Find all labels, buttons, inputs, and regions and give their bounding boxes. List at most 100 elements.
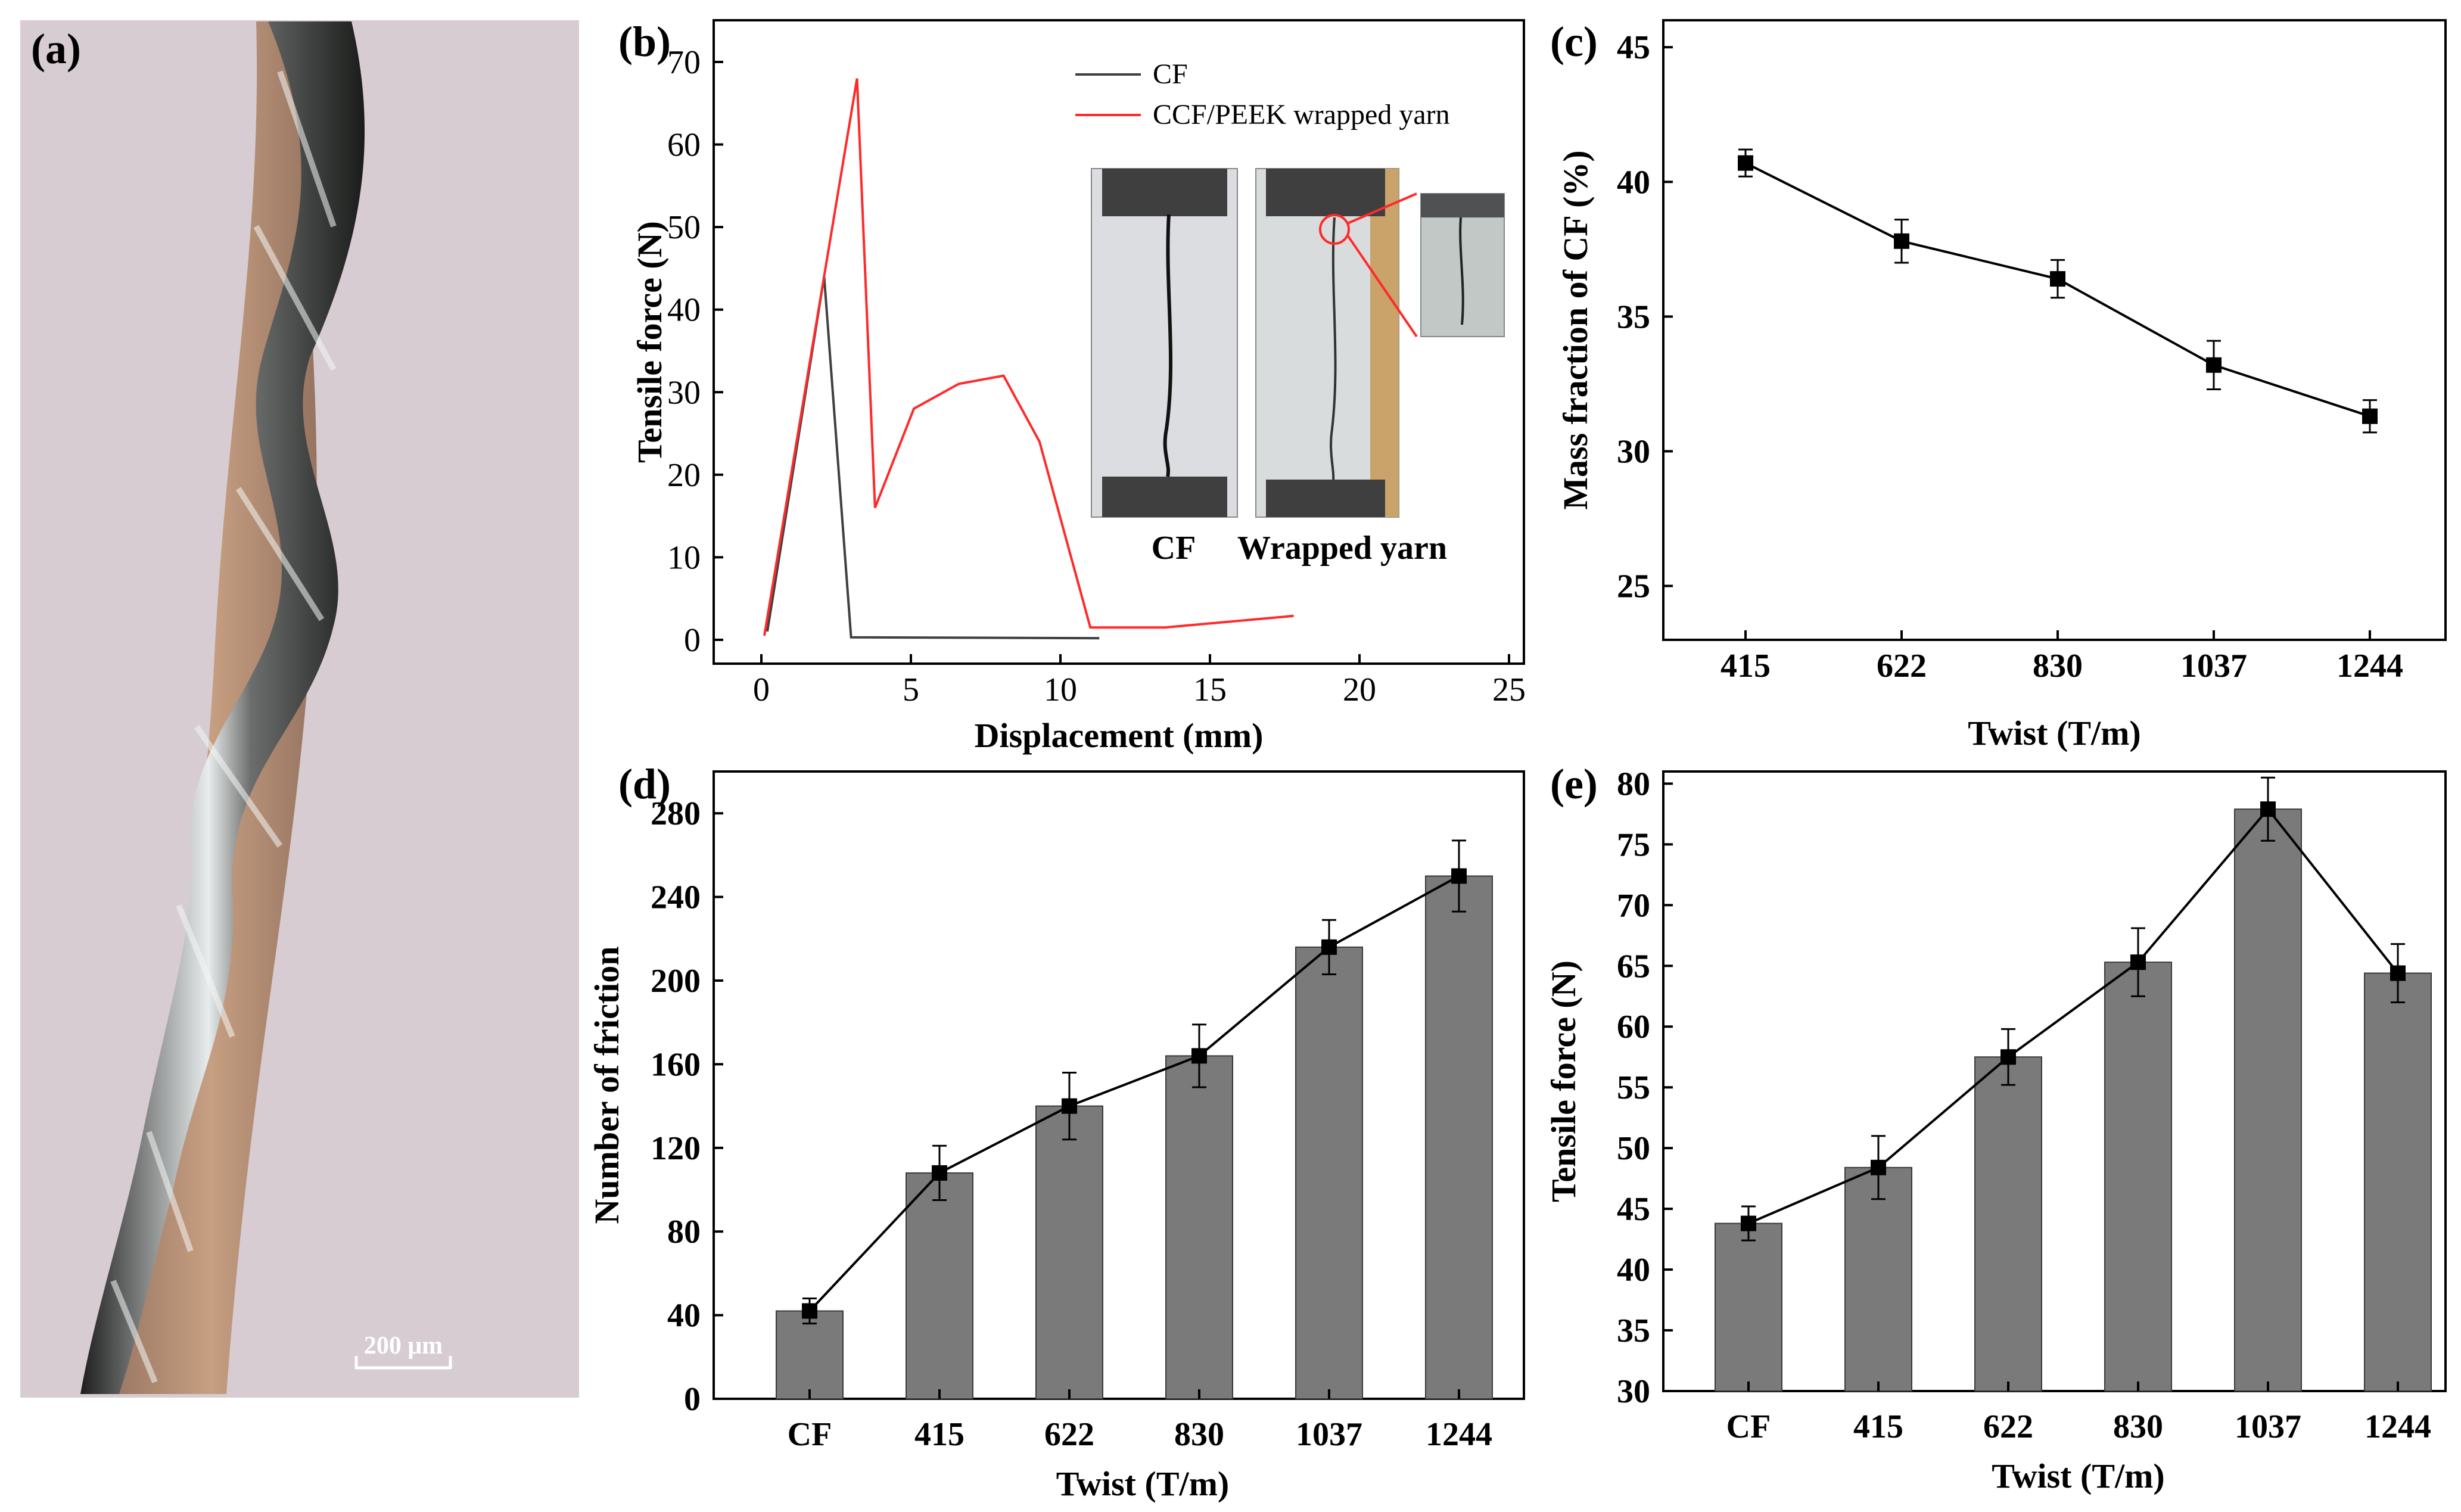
chart-b-ytick-label-7: 70 bbox=[667, 44, 701, 81]
chart-e-point-1 bbox=[1871, 1159, 1886, 1175]
chart-e-ytick-label-5: 55 bbox=[1617, 1069, 1650, 1106]
chart-b-xtick-label-1: 5 bbox=[903, 671, 919, 708]
legend-label-wrapped: CCF/PEEK wrapped yarn bbox=[1153, 99, 1450, 130]
chart-d-point-5 bbox=[1451, 868, 1467, 884]
chart-d: 0 40 80 120 160 200 240 280 CF 415 622 830 1037 1244 T… bbox=[587, 770, 1525, 1503]
inset-photo-cf-upper-grip bbox=[1102, 169, 1227, 216]
chart-c-ytick-label-1: 30 bbox=[1617, 433, 1650, 470]
chart-c-xtick-label-0: 415 bbox=[1720, 648, 1771, 685]
chart-c-xlabel: Twist (T/m) bbox=[1968, 714, 2141, 752]
inset-zoom-line-bottom bbox=[1346, 234, 1418, 338]
chart-b-xtick-label-5: 25 bbox=[1492, 671, 1526, 708]
chart-d-ytick-label-4: 160 bbox=[651, 1046, 701, 1083]
chart-e-ytick-label-3: 45 bbox=[1617, 1191, 1650, 1228]
inset-photo-wrapped-lower-grip bbox=[1266, 480, 1385, 517]
chart-c-xtick-label-1: 622 bbox=[1877, 648, 1927, 685]
chart-b-series-line-0 bbox=[766, 276, 1100, 640]
chart-d-ytick-label-5: 200 bbox=[651, 963, 701, 1000]
chart-b-ytick-label-2: 20 bbox=[667, 457, 701, 494]
chart-e-xtick-label-5: 1244 bbox=[2364, 1408, 2431, 1445]
chart-d-ytick-label-3: 120 bbox=[651, 1130, 701, 1167]
chart-c-ylabel: Mass fraction of CF (%) bbox=[1556, 150, 1595, 509]
chart-d-bar-3 bbox=[1165, 1055, 1233, 1399]
inset-photos: CF Wrapped yarn bbox=[1091, 168, 1505, 567]
chart-b-plot-frame bbox=[713, 19, 1525, 665]
panel-label-e: (e) bbox=[1550, 760, 1598, 808]
chart-b-ytick-label-1: 10 bbox=[667, 539, 701, 576]
chart-c-ytick-label-3: 40 bbox=[1617, 164, 1650, 201]
legend-label-cf: CF bbox=[1153, 58, 1188, 90]
chart-e-xtick-label-1: 415 bbox=[1853, 1408, 1903, 1445]
chart-b-xtick-label-2: 10 bbox=[1044, 671, 1077, 708]
chart-b-xtick-label-0: 0 bbox=[753, 671, 770, 708]
chart-e-xtick-label-2: 622 bbox=[1983, 1408, 2033, 1445]
chart-d-xtick-label-1: 415 bbox=[914, 1416, 965, 1453]
chart-c-ytick-label-0: 25 bbox=[1617, 568, 1650, 605]
chart-d-bar-5 bbox=[1425, 875, 1493, 1399]
chart-d-series-line bbox=[808, 875, 1460, 1312]
panel-label-a: (a) bbox=[31, 25, 81, 73]
chart-c: 25 30 35 40 45 415 622 830 1037 1244 Twist (T/m) Ma… bbox=[1556, 19, 2447, 752]
chart-d-ytick-label-0: 0 bbox=[684, 1381, 701, 1418]
inset-wrapped-fiber bbox=[1330, 217, 1337, 480]
chart-d-ylabel: Number of friction bbox=[587, 946, 626, 1224]
chart-d-point-1 bbox=[932, 1165, 947, 1181]
inset-cf-fiber bbox=[1163, 214, 1173, 477]
chart-b-ytick-label-5: 50 bbox=[667, 209, 701, 246]
inset-zoom-fiber bbox=[1459, 217, 1464, 325]
chart-d-ytick-label-2: 80 bbox=[667, 1214, 701, 1250]
chart-d-xtick-label-2: 622 bbox=[1044, 1416, 1094, 1453]
chart-e-ytick-label-2: 40 bbox=[1617, 1252, 1650, 1289]
chart-e-bar-0 bbox=[1715, 1222, 1782, 1392]
chart-b-ytick-label-4: 40 bbox=[667, 292, 701, 329]
inset-zoom-circle bbox=[1319, 214, 1350, 245]
chart-e-ytick-label-9: 75 bbox=[1617, 826, 1650, 863]
chart-e-ytick-label-6: 60 bbox=[1617, 1009, 1650, 1046]
chart-c-plot-frame bbox=[1662, 19, 2447, 641]
chart-e-bar-2 bbox=[1974, 1056, 2042, 1392]
chart-c-xtick-label-3: 1037 bbox=[2180, 648, 2247, 685]
panel-label-c: (c) bbox=[1550, 18, 1598, 66]
chart-b-series-line-1 bbox=[763, 78, 1294, 636]
chart-b-ylabel: Tensile force (N) bbox=[630, 221, 669, 463]
chart-d-xtick-label-3: 830 bbox=[1174, 1416, 1224, 1453]
inset-photo-cf-lower-grip bbox=[1102, 477, 1227, 517]
chart-d-xtick-label-5: 1244 bbox=[1426, 1416, 1492, 1453]
chart-d-xtick-label-0: CF bbox=[788, 1416, 832, 1453]
chart-e-xtick-label-0: CF bbox=[1726, 1408, 1771, 1445]
chart-c-point-3 bbox=[2206, 357, 2222, 373]
chart-c-xtick-label-2: 830 bbox=[2033, 648, 2083, 685]
panel-a: (a) 200 μm bbox=[20, 20, 579, 1398]
inset-photo-wrapped-upper-grip bbox=[1266, 169, 1385, 216]
chart-c-point-2 bbox=[2050, 271, 2065, 287]
chart-e-ytick-label-7: 65 bbox=[1617, 948, 1650, 985]
chart-c-point-4 bbox=[2362, 408, 2378, 424]
chart-d-bar-2 bbox=[1035, 1105, 1103, 1399]
panel-label-b: (b) bbox=[618, 18, 671, 66]
scale-bar-label: 200 μm bbox=[364, 1332, 443, 1359]
panel-b: (b) 0 5 10 15 20 25 0 10 20 30 40 50 60 70 Displacemen… bbox=[618, 18, 1526, 755]
chart-e-bar-1 bbox=[1844, 1166, 1912, 1392]
chart-c-ytick-label-4: 45 bbox=[1617, 29, 1650, 66]
chart-b-xtick-label-3: 15 bbox=[1193, 671, 1227, 708]
inset-caption-cf: CF bbox=[1152, 530, 1196, 567]
panel-d: (d) 0 40 80 120 160 200 240 280 CF 415 622 830 1037 1… bbox=[587, 760, 1525, 1503]
chart-c-point-0 bbox=[1738, 155, 1753, 171]
chart-d-point-3 bbox=[1191, 1048, 1207, 1064]
chart-e-point-3 bbox=[2130, 954, 2146, 970]
yarn-wrap-image bbox=[80, 21, 365, 1394]
chart-e-ytick-label-0: 30 bbox=[1617, 1373, 1650, 1410]
chart-d-bar-1 bbox=[906, 1172, 973, 1400]
chart-e-plot-frame bbox=[1662, 770, 2447, 1392]
inset-caption-wrapped: Wrapped yarn bbox=[1237, 530, 1447, 567]
panel-label-d: (d) bbox=[618, 760, 671, 808]
chart-d-ytick-label-6: 240 bbox=[651, 879, 701, 916]
chart-e-xtick-label-3: 830 bbox=[2113, 1408, 2163, 1445]
chart-e-bar-4 bbox=[2234, 808, 2302, 1392]
chart-b-xtick-label-4: 20 bbox=[1343, 671, 1376, 708]
panel-c: (c) 25 30 35 40 45 415 622 830 1037 1244 Twist (T/… bbox=[1550, 18, 2447, 752]
inset-zoom-grip bbox=[1421, 194, 1504, 217]
chart-e: 30 35 40 45 50 55 60 65 70 75 80 CF 415 622 830 1037 124… bbox=[1544, 766, 2447, 1495]
chart-e-xtick-label-4: 1037 bbox=[2235, 1408, 2301, 1445]
chart-e-ytick-label-10: 80 bbox=[1617, 766, 1650, 802]
